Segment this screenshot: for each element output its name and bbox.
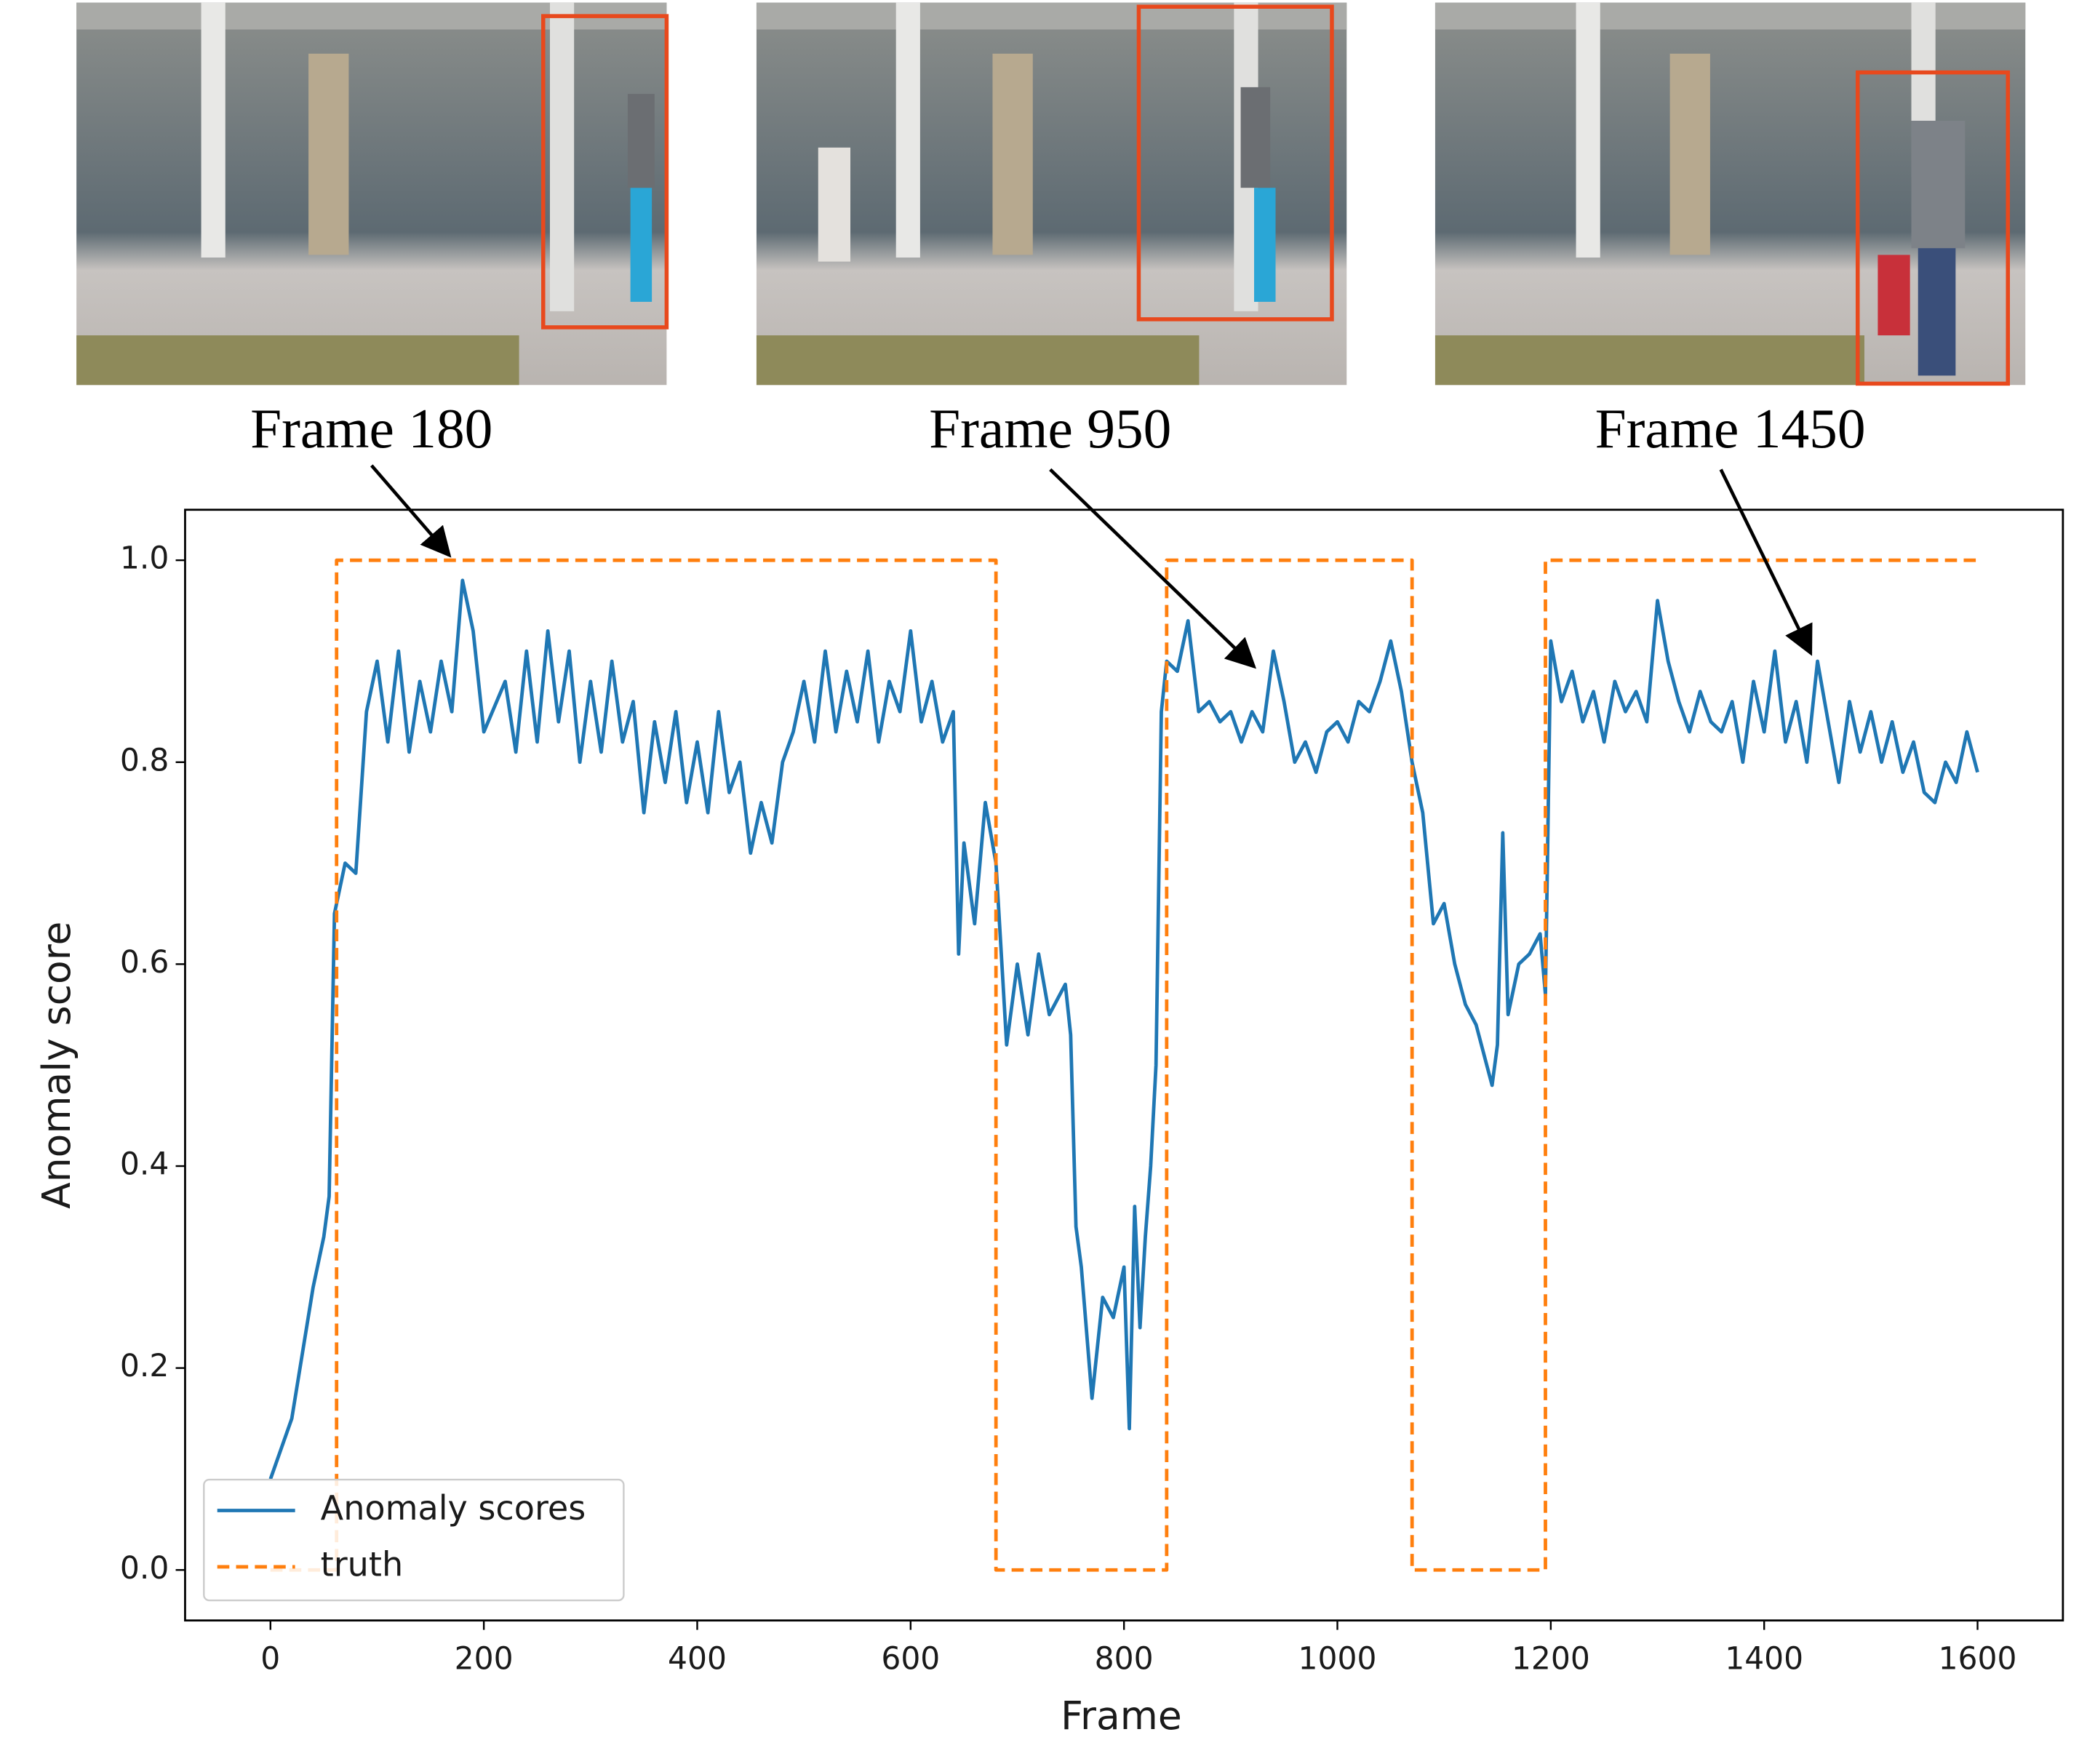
legend-label: Anomaly scores (321, 1488, 586, 1528)
y-tick-label: 0.8 (120, 743, 169, 778)
x-tick-label: 1400 (1725, 1642, 1803, 1677)
annotation: Frame 1450 (1595, 397, 1866, 460)
axes-frame (184, 508, 2064, 1622)
arrow (1049, 468, 1257, 669)
annotation: Frame 950 (929, 397, 1171, 460)
y-tick-label: 0.6 (120, 945, 169, 981)
y-tick-label: 0.2 (120, 1349, 169, 1384)
legend-box (203, 1478, 625, 1602)
photo (1434, 2, 2026, 386)
arrow (1719, 468, 1813, 656)
y-axis-label: Anomaly score (33, 922, 79, 1209)
x-tick-label: 1200 (1512, 1642, 1590, 1677)
plot-area: 0 200 400 600 800 1000 1200 1400 1600 0.0 0.2 0.4 0.… (120, 541, 2017, 1677)
x-tick-label: 800 (1095, 1642, 1154, 1677)
x-tick-label: 400 (668, 1642, 727, 1677)
x-tick-label: 0 (260, 1642, 280, 1677)
x-tick-label: 1000 (1298, 1642, 1377, 1677)
x-axis-label: Frame (1061, 1693, 1182, 1739)
arrow (370, 464, 452, 558)
series-line (268, 578, 1979, 1480)
series-line (270, 558, 1978, 1572)
x-tick-label: 1600 (1939, 1642, 2017, 1677)
photo (756, 2, 1347, 386)
x-tick-label: 200 (455, 1642, 514, 1677)
y-tick-label: 0.4 (120, 1147, 169, 1183)
x-tick-label: 600 (881, 1642, 940, 1677)
annotation: Frame 180 (250, 397, 492, 460)
y-tick-label: 0.0 (120, 1551, 169, 1587)
y-tick-label: 1.0 (120, 541, 169, 577)
legend-label: truth (321, 1544, 403, 1584)
photo (76, 2, 669, 386)
